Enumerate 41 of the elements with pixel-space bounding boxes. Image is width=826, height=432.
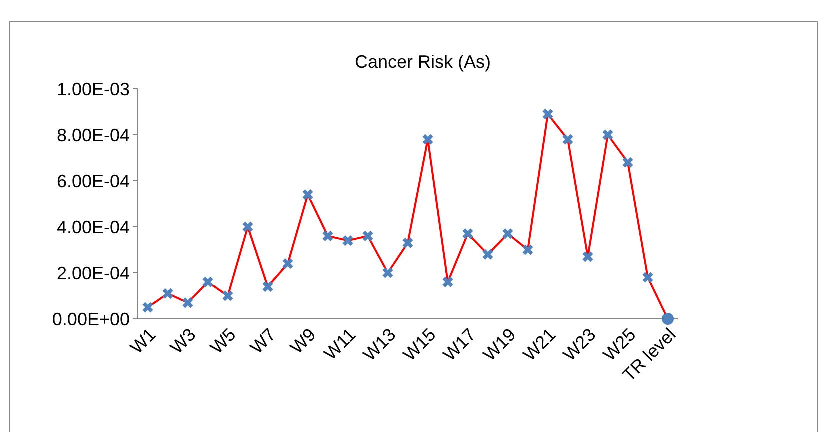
- point: [282, 258, 294, 270]
- point: [562, 134, 574, 145]
- point: [162, 288, 174, 299]
- point: [602, 130, 614, 140]
- point: [342, 236, 354, 246]
- y-tick-label: 4.00E-04: [56, 217, 130, 238]
- point: [302, 190, 314, 200]
- point: [502, 228, 514, 240]
- y-tick-label: 6.00E-04: [56, 171, 130, 192]
- y-tick-label: 8.00E-04: [56, 125, 130, 146]
- point: [202, 276, 214, 288]
- point: [542, 109, 554, 120]
- chart-title: Cancer Risk (As): [354, 52, 492, 72]
- point: [242, 222, 254, 232]
- point: [482, 249, 494, 260]
- point: [262, 282, 274, 292]
- point: [182, 298, 194, 308]
- point: [382, 268, 394, 278]
- point: [362, 230, 374, 242]
- point: [402, 238, 414, 248]
- x-tick-label: W21: [519, 324, 560, 365]
- x-tick-label: W9: [286, 324, 320, 358]
- x-tick-label: W5: [206, 324, 240, 358]
- x-tick-label: W3: [166, 324, 200, 358]
- point: [422, 134, 434, 145]
- y-tick-label: 1.00E-03: [56, 79, 130, 100]
- point: [442, 276, 454, 288]
- x-tick-label: W7: [246, 324, 280, 358]
- x-tick-label: W23: [559, 324, 600, 365]
- x-tick-label: W19: [479, 324, 520, 365]
- x-tick-label: W13: [359, 324, 400, 365]
- point: [142, 302, 154, 313]
- point: [462, 228, 474, 240]
- point: [642, 272, 654, 283]
- x-tick-label: W11: [320, 324, 360, 364]
- point: [322, 230, 334, 242]
- point: [582, 252, 594, 262]
- point: [222, 290, 234, 302]
- point: [522, 244, 534, 256]
- y-tick-label: 2.00E-04: [56, 263, 130, 284]
- point: [622, 157, 634, 168]
